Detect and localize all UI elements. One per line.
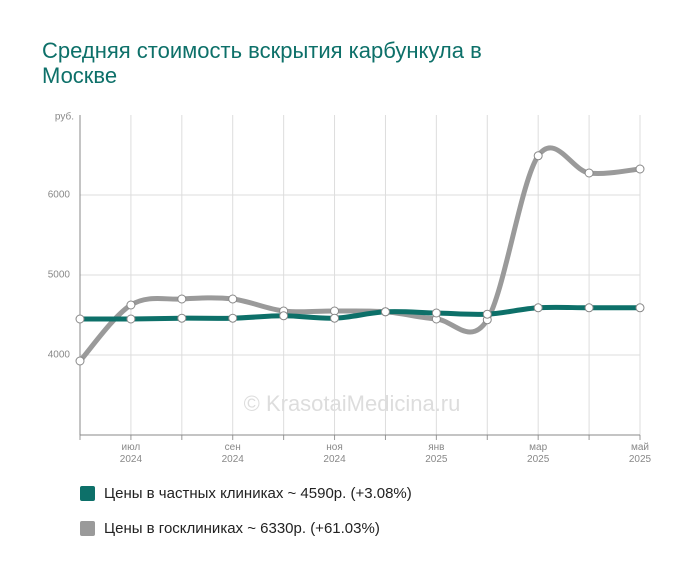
point	[228, 294, 238, 304]
point	[635, 303, 645, 313]
y-tick-label: 5000	[48, 270, 71, 281]
legend-swatch	[80, 486, 95, 501]
x-tick-label: мар 2025	[527, 442, 550, 465]
point	[533, 303, 543, 313]
point	[75, 356, 85, 366]
point	[584, 303, 594, 313]
x-tick-label: ноя 2024	[323, 442, 346, 465]
x-tick-label: май 2025	[629, 442, 652, 465]
watermark: © KrasotaiMedicina.ru	[244, 391, 461, 416]
point	[126, 314, 136, 324]
grid	[80, 115, 641, 435]
point	[380, 307, 390, 317]
x-tick-label: июл 2024	[120, 442, 143, 465]
point	[126, 300, 136, 310]
point	[635, 164, 645, 174]
chart-title: Средняя стоимость вскрытия карбункула в …	[42, 38, 482, 88]
point	[177, 294, 187, 304]
point	[431, 308, 441, 318]
y-tick-label: 6000	[48, 190, 71, 201]
point	[279, 311, 289, 321]
x-tick-label: сен 2024	[222, 442, 245, 465]
point	[228, 313, 238, 323]
x-tick-label: янв 2025	[425, 442, 448, 465]
legend-label: Цены в госклиниках ~ 6330р. (+61.03%)	[104, 520, 380, 537]
point	[75, 314, 85, 324]
legend-label: Цены в частных клиниках ~ 4590р. (+3.08%…	[104, 485, 412, 502]
legend-swatch	[80, 521, 95, 536]
point	[533, 151, 543, 161]
point	[584, 168, 594, 178]
series-line	[78, 145, 641, 363]
y-unit: руб.	[55, 111, 74, 123]
point	[482, 309, 492, 319]
point	[177, 313, 187, 323]
y-tick-label: 4000	[48, 350, 71, 361]
point	[330, 313, 340, 323]
